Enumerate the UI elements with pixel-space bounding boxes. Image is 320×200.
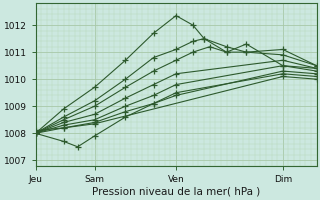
X-axis label: Pression niveau de la mer( hPa ): Pression niveau de la mer( hPa ) xyxy=(92,187,260,197)
